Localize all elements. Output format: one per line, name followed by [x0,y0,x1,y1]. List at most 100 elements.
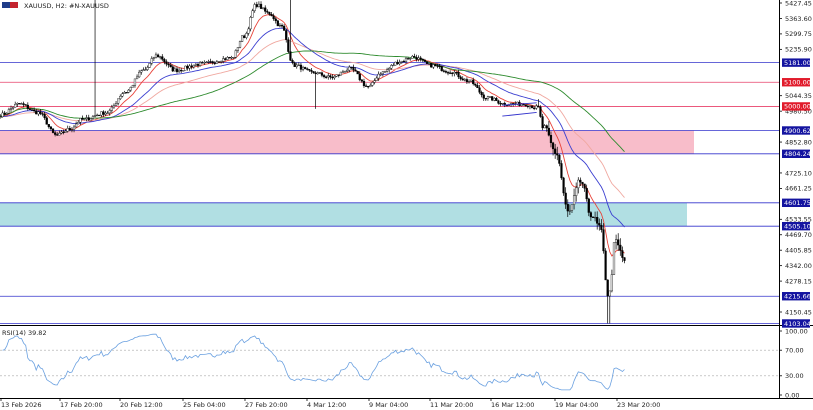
candle-body [249,17,252,30]
candle-body [520,104,523,106]
candle-body [43,113,46,118]
candle-body [251,10,254,18]
candle-body [289,51,292,61]
candle-body [56,134,59,136]
candle-body [406,58,410,60]
candle-body [392,64,395,67]
candle-body [236,47,240,51]
symbol-flag-icon-2 [10,2,18,8]
candle-body [276,20,279,27]
candle-body [154,54,158,58]
candle-body [619,244,622,251]
candle-body [621,250,624,258]
candle-body [612,242,616,275]
candle-body [177,69,181,72]
time-tick-label: 13 Feb 2026 [1,401,41,409]
candle-body [390,65,393,69]
candle-body [234,50,237,58]
candle-body [337,74,340,76]
candle-body [285,30,288,40]
candle-body [617,239,620,246]
price-badge [782,292,810,301]
price-badge [782,58,810,67]
candle-body [129,87,132,91]
candle-body [45,117,48,125]
candle-body [339,71,342,76]
candle-body [463,79,466,81]
candle-body [220,61,223,63]
candle-body [127,89,130,93]
candle-body [369,85,372,88]
candle-body [295,64,298,67]
candle-body [255,4,258,7]
candle-body [35,110,38,115]
demand-zone [0,202,687,227]
candle-body [428,63,431,65]
candle-body [352,67,355,71]
channel-drawing [502,102,537,117]
candle-body [526,105,529,107]
candle-body [133,78,137,86]
candle-body [379,73,382,75]
candle-body [556,153,559,156]
candle-body [304,67,307,69]
candle-body [320,72,324,76]
candle-body [119,96,122,100]
candle-body [247,28,250,34]
candle-body [476,85,479,89]
candle-body [444,71,448,73]
candle-body [280,24,284,27]
candle-body [409,57,412,60]
candle-body [598,223,601,226]
candle-body [442,70,445,72]
price-tick-label: 5044.35 [785,92,812,100]
candle-body [230,57,233,59]
rsi-pane: 100.00 70.00 30.00 0.00 [0,327,808,399]
candle-body [360,79,363,82]
price-axis: 5427.45 5363.60 5299.75 5235.90 5044.35 4980.… [779,0,812,316]
candle-body [117,98,120,104]
candle-body [91,116,95,119]
candle-body [465,79,469,83]
candle-body [293,62,296,67]
candle-body [461,78,464,81]
price-tick-label: 5299.75 [785,30,812,38]
candle-body [264,7,267,12]
candle-body [402,61,405,63]
candle-body [49,126,53,130]
price-badge [782,221,810,231]
candle-body [3,112,6,115]
candle-body [310,70,313,72]
candles [0,0,626,324]
candle-body [180,69,183,72]
candle-body [211,61,214,64]
price-badge [782,149,810,159]
price-tick-label: 4533.55 [785,216,812,224]
candle-body [488,96,492,98]
candle-body [446,72,450,74]
candle-body [272,15,275,19]
candle-body [312,71,315,74]
candle-body [604,250,607,281]
candle-body [75,123,78,128]
candle-body [394,61,397,66]
candle-body [226,57,229,60]
candle-body [77,121,80,125]
candle-body [480,92,483,96]
candle-body [535,105,538,109]
candle-body [381,71,384,75]
candle-body [14,104,17,108]
zone-layer [0,130,694,227]
candle-body [596,216,599,224]
candle-body [583,183,586,189]
candle-body [472,79,475,85]
candle-body [291,60,294,63]
candle-body [346,69,349,72]
candle-body [560,163,563,179]
candle-body [575,187,578,196]
candle-body [440,66,443,71]
price-badge [782,198,810,207]
price-tick-label: 4852.80 [785,138,812,146]
candle-body [207,61,210,63]
